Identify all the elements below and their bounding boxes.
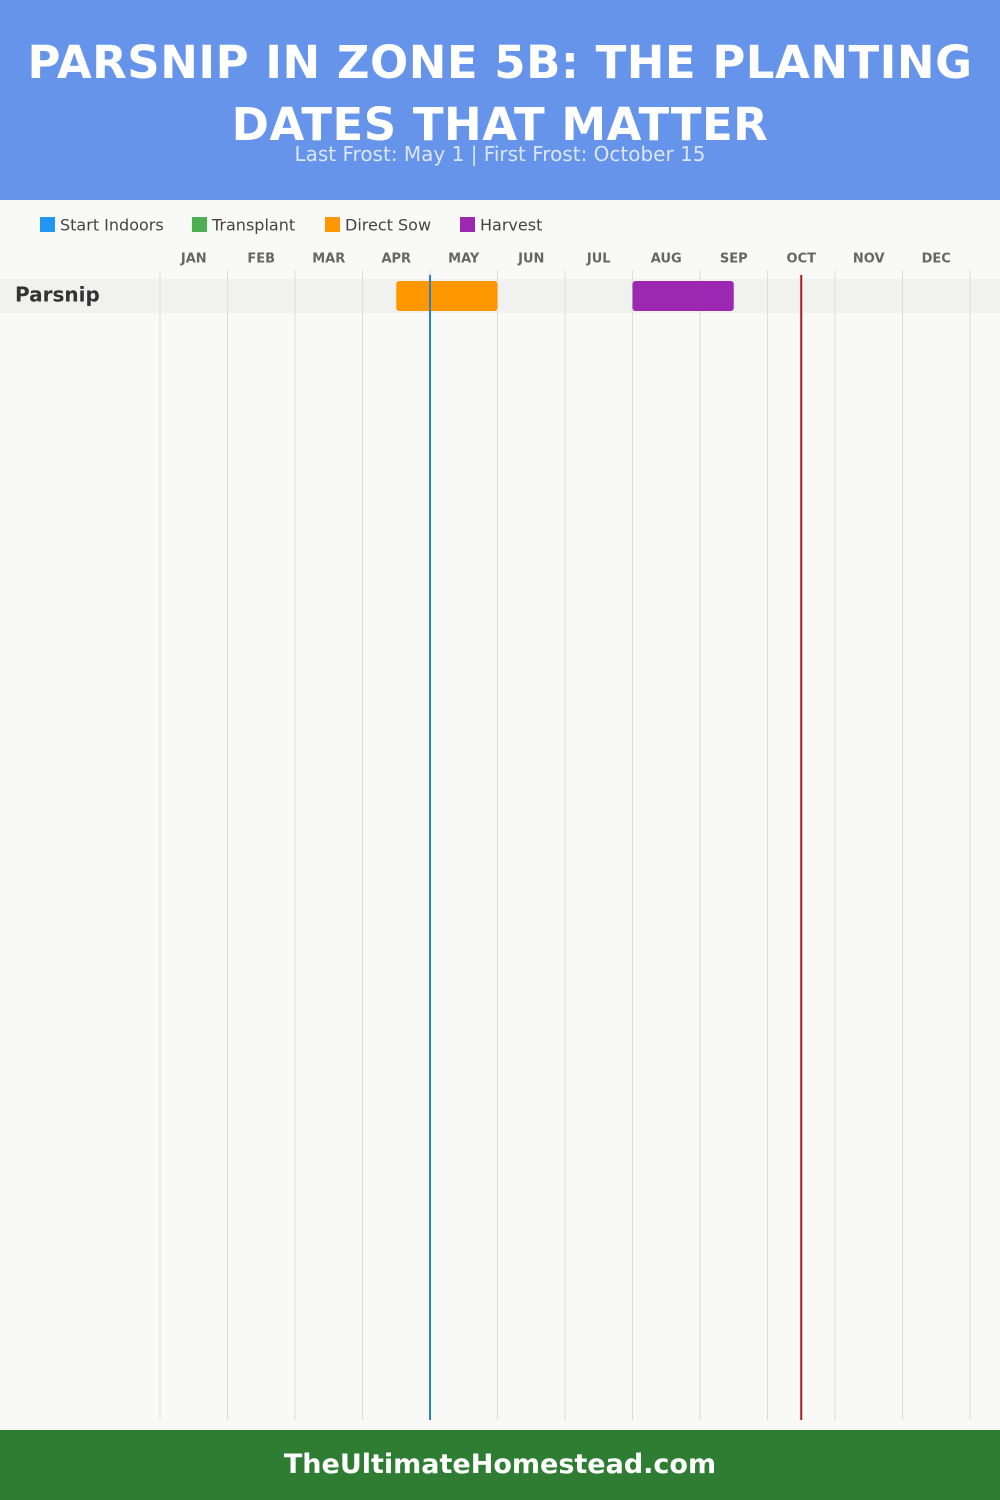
legend-label: Start Indoors bbox=[60, 216, 164, 235]
legend-swatch bbox=[192, 217, 207, 232]
month-label: JAN bbox=[180, 252, 207, 267]
bar bbox=[632, 281, 734, 311]
month-label: AUG bbox=[651, 252, 682, 267]
month-label: MAY bbox=[448, 252, 480, 267]
month-label: JUL bbox=[586, 252, 611, 267]
month-label: FEB bbox=[247, 252, 275, 267]
month-label: SEP bbox=[720, 252, 748, 267]
legend-swatch bbox=[40, 217, 55, 232]
chart: Start Indoors Transplant Direct Sow Harvest… bbox=[0, 216, 1000, 1420]
legend-label: Harvest bbox=[480, 216, 542, 235]
chart-title: PARSNIP IN ZONE 5B: THE PLANTING DATES T… bbox=[27, 36, 973, 151]
legend-swatch bbox=[325, 217, 340, 232]
bar bbox=[396, 281, 498, 311]
month-label: DEC bbox=[922, 252, 951, 267]
month-label: JUN bbox=[517, 252, 544, 267]
month-label: NOV bbox=[853, 252, 885, 267]
legend-label: Transplant bbox=[211, 216, 295, 235]
legend-label: Direct Sow bbox=[345, 216, 431, 235]
row-background bbox=[0, 279, 1000, 313]
chart-subtitle: Last Frost: May 1 | First Frost: October… bbox=[294, 142, 706, 166]
month-label: OCT bbox=[787, 252, 817, 267]
header: PARSNIP IN ZONE 5B: THE PLANTING DATES T… bbox=[0, 0, 1000, 200]
month-label: MAR bbox=[312, 252, 345, 267]
legend-swatch bbox=[460, 217, 475, 232]
row-label: Parsnip bbox=[15, 283, 100, 307]
footer: TheUltimateHomestead.com bbox=[0, 1430, 1000, 1500]
month-label: APR bbox=[381, 252, 411, 267]
